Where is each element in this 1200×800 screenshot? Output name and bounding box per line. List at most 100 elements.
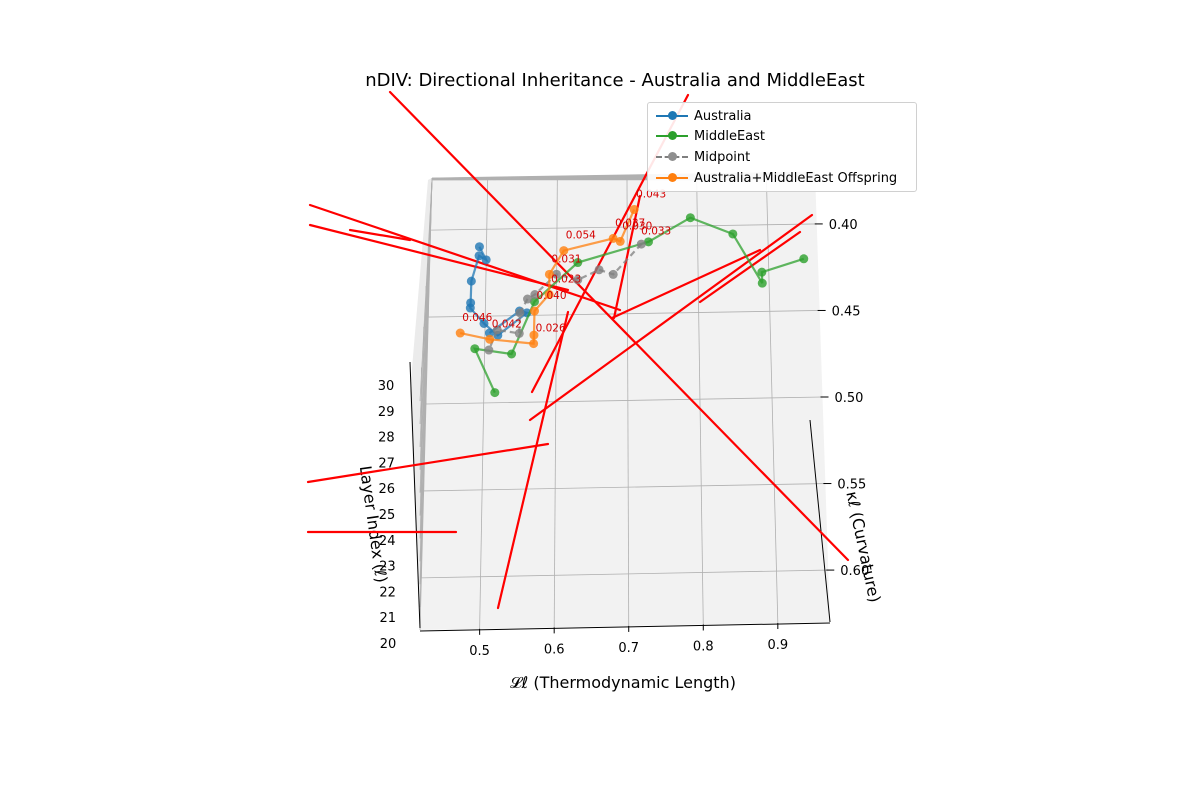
direction-vector [496,310,570,610]
grid-y-floor [430,223,817,231]
data-point-midpoint [515,308,525,318]
distance-label: 0.030 [622,220,652,232]
legend-swatch-middleeast [656,127,688,145]
direction-vector [308,203,622,312]
data-point-midpoint [492,325,502,335]
data-point-offspring [455,328,465,338]
series-australia [465,242,532,340]
z-tick-label: 22 [379,585,396,600]
x-axis-label: 𝓛ℓ (Thermodynamic Length) [510,673,736,692]
data-point-australia [466,276,476,286]
z-axis-line [409,361,421,629]
y-tick-label: 0.40 [829,218,858,233]
data-point-middleeast [470,344,480,354]
z-tick-label: 20 [380,637,397,652]
z-tick-label: 28 [378,431,395,446]
x-tick-label: 0.7 [618,641,639,656]
x-tick-label: 0.5 [469,644,490,659]
data-point-offspring [629,205,639,215]
data-point-midpoint [530,290,540,300]
series-middleeast [470,213,809,398]
direction-vector [612,194,642,320]
direction-vector [528,213,814,422]
data-point-offspring [529,339,539,349]
legend-swatch-midpoint [656,148,688,166]
data-point-midpoint [573,275,583,285]
data-point-australia [481,255,491,265]
series-offspring [455,205,639,349]
direction-vector [348,228,412,242]
data-point-midpoint [514,328,524,338]
data-point-offspring [485,334,495,344]
z-tick-label: 25 [379,508,396,523]
distance-label: 0.033 [641,225,671,237]
data-point-australia [479,318,489,328]
data-point-midpoint [551,269,561,279]
data-point-middleeast [573,258,583,268]
distance-label: 0.046 [462,312,492,324]
legend-label-midpoint: Midpoint [694,149,751,165]
z-tick-label: 23 [379,560,396,575]
z-tick-label: 24 [379,534,396,549]
legend-item-australia: Australia [656,107,752,125]
z-tick-label: 30 [378,379,395,394]
y-tick-label: 0.45 [832,304,861,319]
distance-label: 0.031 [551,253,581,265]
grid-y-floor [423,483,826,492]
data-point-australia [474,251,484,261]
data-point-offspring [544,289,554,299]
data-point-offspring [529,330,539,340]
data-point-middleeast [757,278,767,288]
direction-vector [308,223,570,292]
distance-label: 0.023 [551,273,581,285]
direction-vector [610,248,762,320]
y-tick-label: 0.50 [835,391,864,406]
data-point-middleeast [529,297,539,307]
legend-label-offspring: Australia+MiddleEast Offspring [694,170,898,186]
floor-pane [420,172,830,630]
y-axis-label: κℓ (Curvature) [842,489,884,604]
distance-label: 0.037 [615,217,645,229]
grid-y-floor [421,569,829,579]
data-point-midpoint [608,269,618,279]
grid-z-side [419,179,433,402]
legend-swatch-australia [656,107,688,125]
data-point-middleeast [643,237,653,247]
grid-y-floor [425,396,823,405]
z-tick-label: 26 [379,482,396,497]
direction-vectors [306,90,850,610]
direction-vector [698,230,802,304]
data-point-australia [474,242,484,252]
direction-vector [306,442,550,484]
x-tick-label: 0.9 [767,638,788,653]
data-point-middleeast [490,388,500,398]
data-point-offspring [608,233,618,243]
axis-lines [409,361,831,632]
data-point-offspring [615,236,625,246]
tick-labels: 0.5 0.6 0.7 0.8 0.9 0.40 0.45 0.50 0.55 0.60 20 21 2… [378,218,869,659]
distance-label: 0.042 [492,318,522,330]
distance-label: 0.054 [566,230,596,242]
y-axis-line [809,419,831,623]
data-point-offspring [559,246,569,256]
data-point-midpoint [636,239,646,249]
x-axis-line [419,622,831,632]
data-point-offspring [529,306,539,316]
legend-swatch-offspring [656,169,688,187]
chart-title: nDIV: Directional Inheritance - Australi… [365,70,865,91]
x-tick-label: 0.6 [544,642,565,657]
direction-vector [388,90,850,562]
data-point-middleeast [507,349,517,359]
y-tick-label: 0.55 [837,478,866,493]
data-point-middleeast [757,267,767,277]
z-tick-label: 21 [380,611,397,626]
data-point-offspring [544,269,554,279]
series-midpoint [484,239,646,355]
distance-label: 0.040 [536,290,566,302]
legend-item-offspring: Australia+MiddleEast Offspring [656,169,897,187]
data-point-midpoint [523,294,533,304]
legend-label-australia: Australia [694,108,752,124]
x-tick-label: 0.8 [693,639,714,654]
